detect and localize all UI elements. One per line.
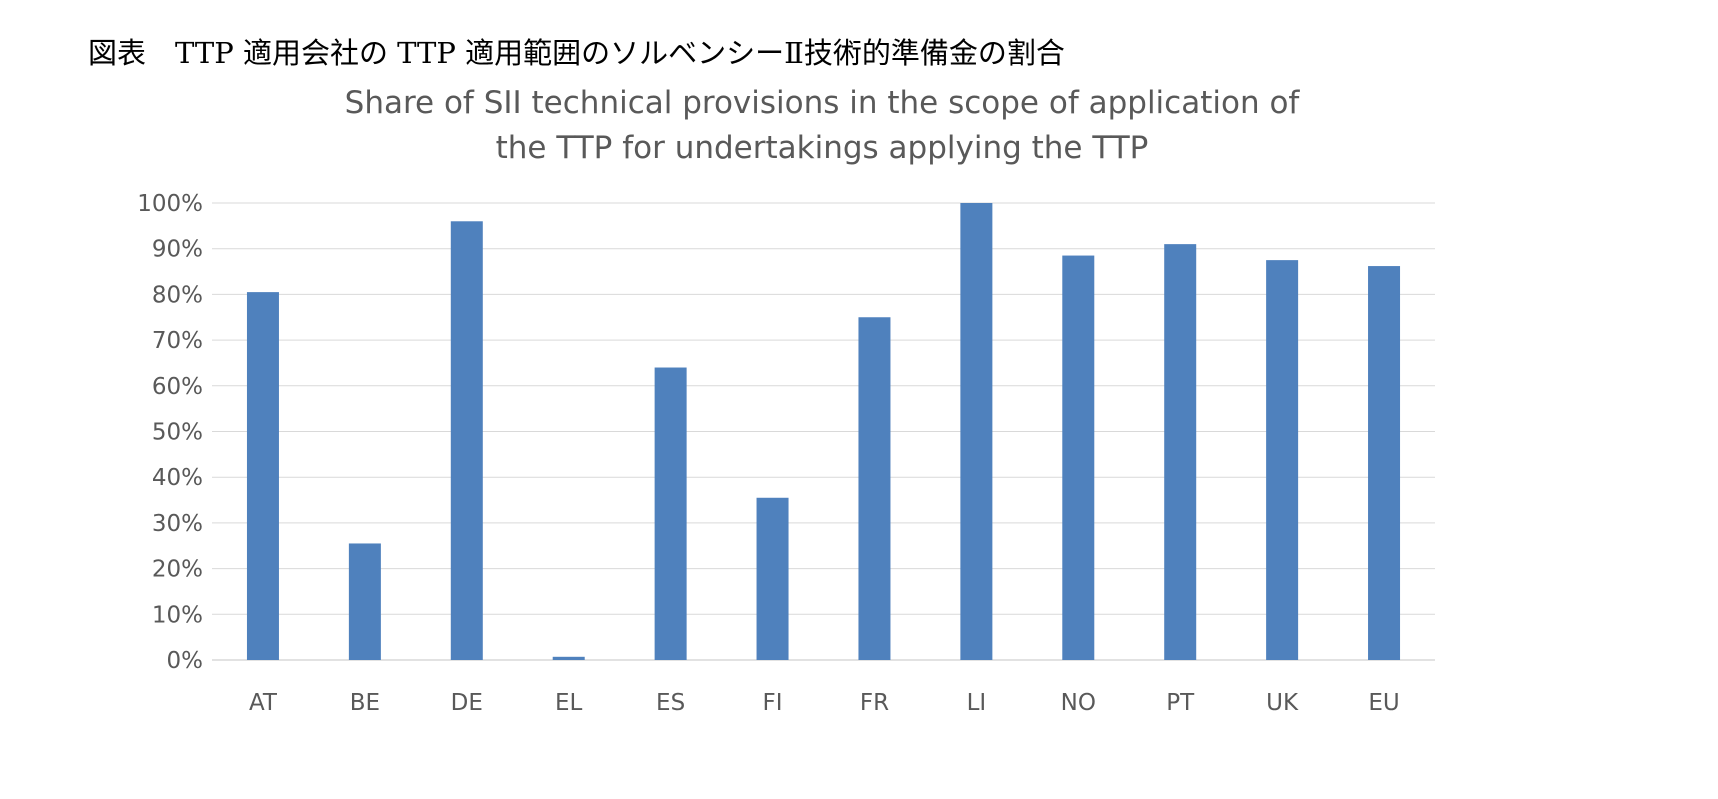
chart-title-line-2: the TTP for undertakings applying the TT… [496,130,1149,166]
bar-fi [756,497,789,660]
x-tick-label: EU [1368,690,1399,716]
y-tick-label: 90% [152,237,203,263]
gridlines [212,202,1435,661]
y-tick-label: 30% [152,511,203,537]
x-tick-label: LI [967,690,987,716]
x-tick-label: AT [249,690,278,716]
x-tick-label: BE [350,690,380,716]
x-tick-label: FR [860,690,889,716]
y-tick-label: 70% [152,328,203,354]
y-tick-label: 0% [167,648,204,674]
y-axis-ticks: 0% 10% 20% 30% 40% 50% 60% 70% 80% 90% 100% [137,191,203,674]
bar-eu [1368,266,1401,660]
y-tick-label: 20% [152,557,203,583]
bar-es [654,367,687,660]
x-tick-label: ES [656,690,685,716]
y-tick-label: 40% [152,465,203,491]
x-tick-label: PT [1166,690,1195,716]
bar-be [348,543,381,660]
chart-title-line-1: Share of SII technical provisions in the… [345,85,1301,121]
x-tick-label: EL [555,690,583,716]
y-tick-label: 60% [152,374,203,400]
x-tick-label: UK [1266,690,1299,716]
y-tick-label: 80% [152,282,203,308]
bar-pt [1164,244,1197,660]
bar-el [552,656,585,660]
y-tick-label: 10% [152,602,203,628]
x-axis-ticks: AT BE DE EL ES FI FR LI NO PT UK EU [249,690,1400,716]
x-tick-label: NO [1061,690,1096,716]
bar-at [246,292,279,660]
bar-no [1062,255,1095,660]
bar-li [960,203,993,660]
x-tick-label: DE [451,690,483,716]
x-tick-label: FI [763,690,783,716]
bar-uk [1266,260,1299,660]
figure-caption: 図表 TTP 適用会社の TTP 適用範囲のソルベンシーⅡ技術的準備金の割合 [88,36,1065,70]
y-tick-label: 50% [152,420,203,446]
bar-de [450,221,483,660]
bar-fr [858,317,891,660]
y-tick-label: 100% [137,191,203,217]
bars [246,203,1401,660]
